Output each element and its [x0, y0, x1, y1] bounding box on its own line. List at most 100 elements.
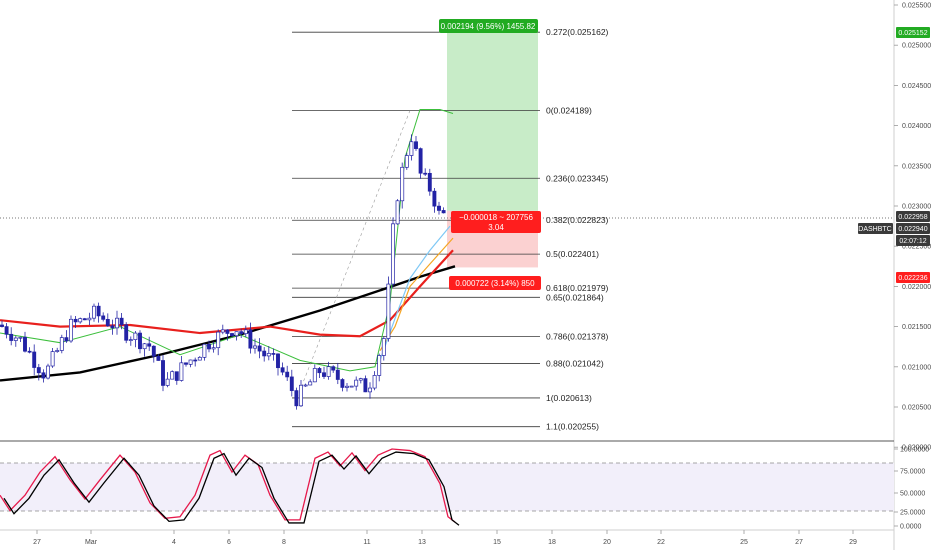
candle	[124, 324, 129, 341]
fib-level-label: 0.382(0.022823)	[546, 215, 609, 225]
price-tick-label: 0.021000	[902, 364, 931, 371]
candle	[276, 353, 280, 369]
time-axis[interactable]: 27 Mar 4 6 8 11 13 15 18 20 22 25 27 29	[33, 530, 857, 546]
oscillator-band	[0, 463, 894, 511]
candle	[391, 223, 395, 285]
candle	[55, 350, 60, 352]
candle	[27, 350, 32, 353]
target-price-text: 0.025152	[898, 30, 927, 37]
fib-level-label: 1.1(0.020255)	[546, 422, 599, 432]
candle	[266, 353, 271, 357]
candle	[170, 371, 175, 380]
position-target-text: 0.002194 (9.56%) 1455.82	[441, 22, 536, 31]
position-center-line2: 3.04	[488, 223, 504, 232]
last-price-text: 0.022940	[898, 226, 927, 233]
candlesticks[interactable]	[0, 134, 446, 410]
candle	[248, 329, 253, 349]
candle	[308, 381, 313, 386]
date-tick-label: 29	[849, 539, 857, 546]
candle	[23, 336, 27, 352]
candle	[193, 359, 198, 362]
candle	[151, 345, 156, 357]
candle	[46, 365, 50, 379]
candle	[59, 337, 64, 351]
date-tick-label: 11	[363, 539, 370, 546]
osc-tick-label: 25.0000	[900, 510, 925, 517]
candle	[312, 368, 317, 383]
candle	[289, 376, 294, 391]
ma-green-line	[0, 109, 454, 372]
candle	[381, 338, 386, 356]
candle	[377, 355, 382, 376]
candle	[36, 367, 41, 374]
candle	[326, 366, 331, 377]
date-tick-label: 25	[740, 539, 748, 546]
fib-level-label: 0.236(0.023345)	[546, 173, 609, 183]
date-tick-label: 18	[548, 539, 556, 546]
candle	[414, 141, 418, 149]
candle	[174, 371, 179, 381]
date-tick-label: 27	[33, 539, 41, 546]
candle	[133, 332, 138, 340]
candle	[147, 343, 152, 347]
fib-level-label: 0.5(0.022401)	[546, 249, 599, 259]
fibonacci-retracement[interactable]: 0.272(0.025162) 0(0.024189) 0.236(0.023345…	[292, 27, 609, 432]
candle	[115, 317, 119, 329]
current-price-tag: 0.022958	[896, 211, 930, 222]
candle	[13, 337, 18, 341]
oscillator-axis[interactable]: 100.0000 75.0000 50.0000 25.0000 0.0000	[894, 447, 929, 531]
fib-level-label: 1(0.020613)	[546, 393, 592, 403]
position-center-label: −0.000018 ~ 207756 3.04	[451, 211, 541, 233]
candle	[372, 375, 377, 389]
stochastic-d-line	[0, 448, 456, 523]
candle	[331, 366, 336, 371]
candle	[280, 367, 285, 373]
symbol-tag: DASHBTC	[858, 223, 893, 234]
target-price-tag: 0.025152	[896, 27, 930, 38]
candle	[216, 331, 221, 349]
candle	[358, 378, 363, 381]
current-price-text: 0.022958	[898, 214, 927, 221]
candle	[105, 319, 110, 327]
candle	[119, 317, 124, 326]
candle	[128, 339, 133, 341]
ma-red-line	[0, 249, 454, 338]
price-tick-label: 0.024000	[902, 123, 931, 130]
candle	[363, 378, 368, 393]
candle	[418, 148, 423, 174]
candle	[285, 371, 290, 378]
candle	[179, 362, 184, 381]
candle	[409, 141, 414, 156]
candle	[18, 336, 23, 339]
ma-black-line	[0, 265, 456, 382]
candle	[73, 318, 78, 323]
candle	[386, 283, 391, 339]
symbol-text: DASHBTC	[858, 226, 891, 233]
fib-level-label: 0.65(0.021864)	[546, 292, 604, 302]
candle	[303, 384, 308, 387]
candle	[243, 329, 248, 335]
position-stop-text: 0.000722 (3.14%) 850	[455, 279, 535, 288]
position-profit-zone[interactable]	[447, 32, 538, 211]
countdown-tag: 02:07:12	[896, 235, 930, 246]
price-tick-label: 0.020500	[902, 405, 931, 412]
date-tick-label: 6	[227, 539, 231, 546]
candle	[262, 350, 267, 357]
candle	[50, 351, 55, 367]
candle	[257, 345, 262, 352]
candle	[197, 356, 202, 361]
candle	[64, 337, 69, 342]
price-tick-label: 0.023000	[902, 204, 931, 211]
candle	[69, 318, 73, 342]
candle	[271, 353, 276, 355]
stochastic-oscillator	[0, 448, 460, 526]
osc-tick-label: 50.0000	[900, 491, 925, 498]
candle	[395, 200, 400, 225]
fib-level-label: 0.618(0.021979)	[546, 283, 609, 293]
candle	[9, 333, 14, 341]
candle	[225, 329, 230, 334]
price-tick-label: 0.025500	[902, 3, 931, 10]
position-center-line1: −0.000018 ~ 207756	[459, 213, 533, 222]
price-axis[interactable]: 0.025500 0.025000 0.024500 0.024000 0.023500…	[894, 3, 931, 452]
